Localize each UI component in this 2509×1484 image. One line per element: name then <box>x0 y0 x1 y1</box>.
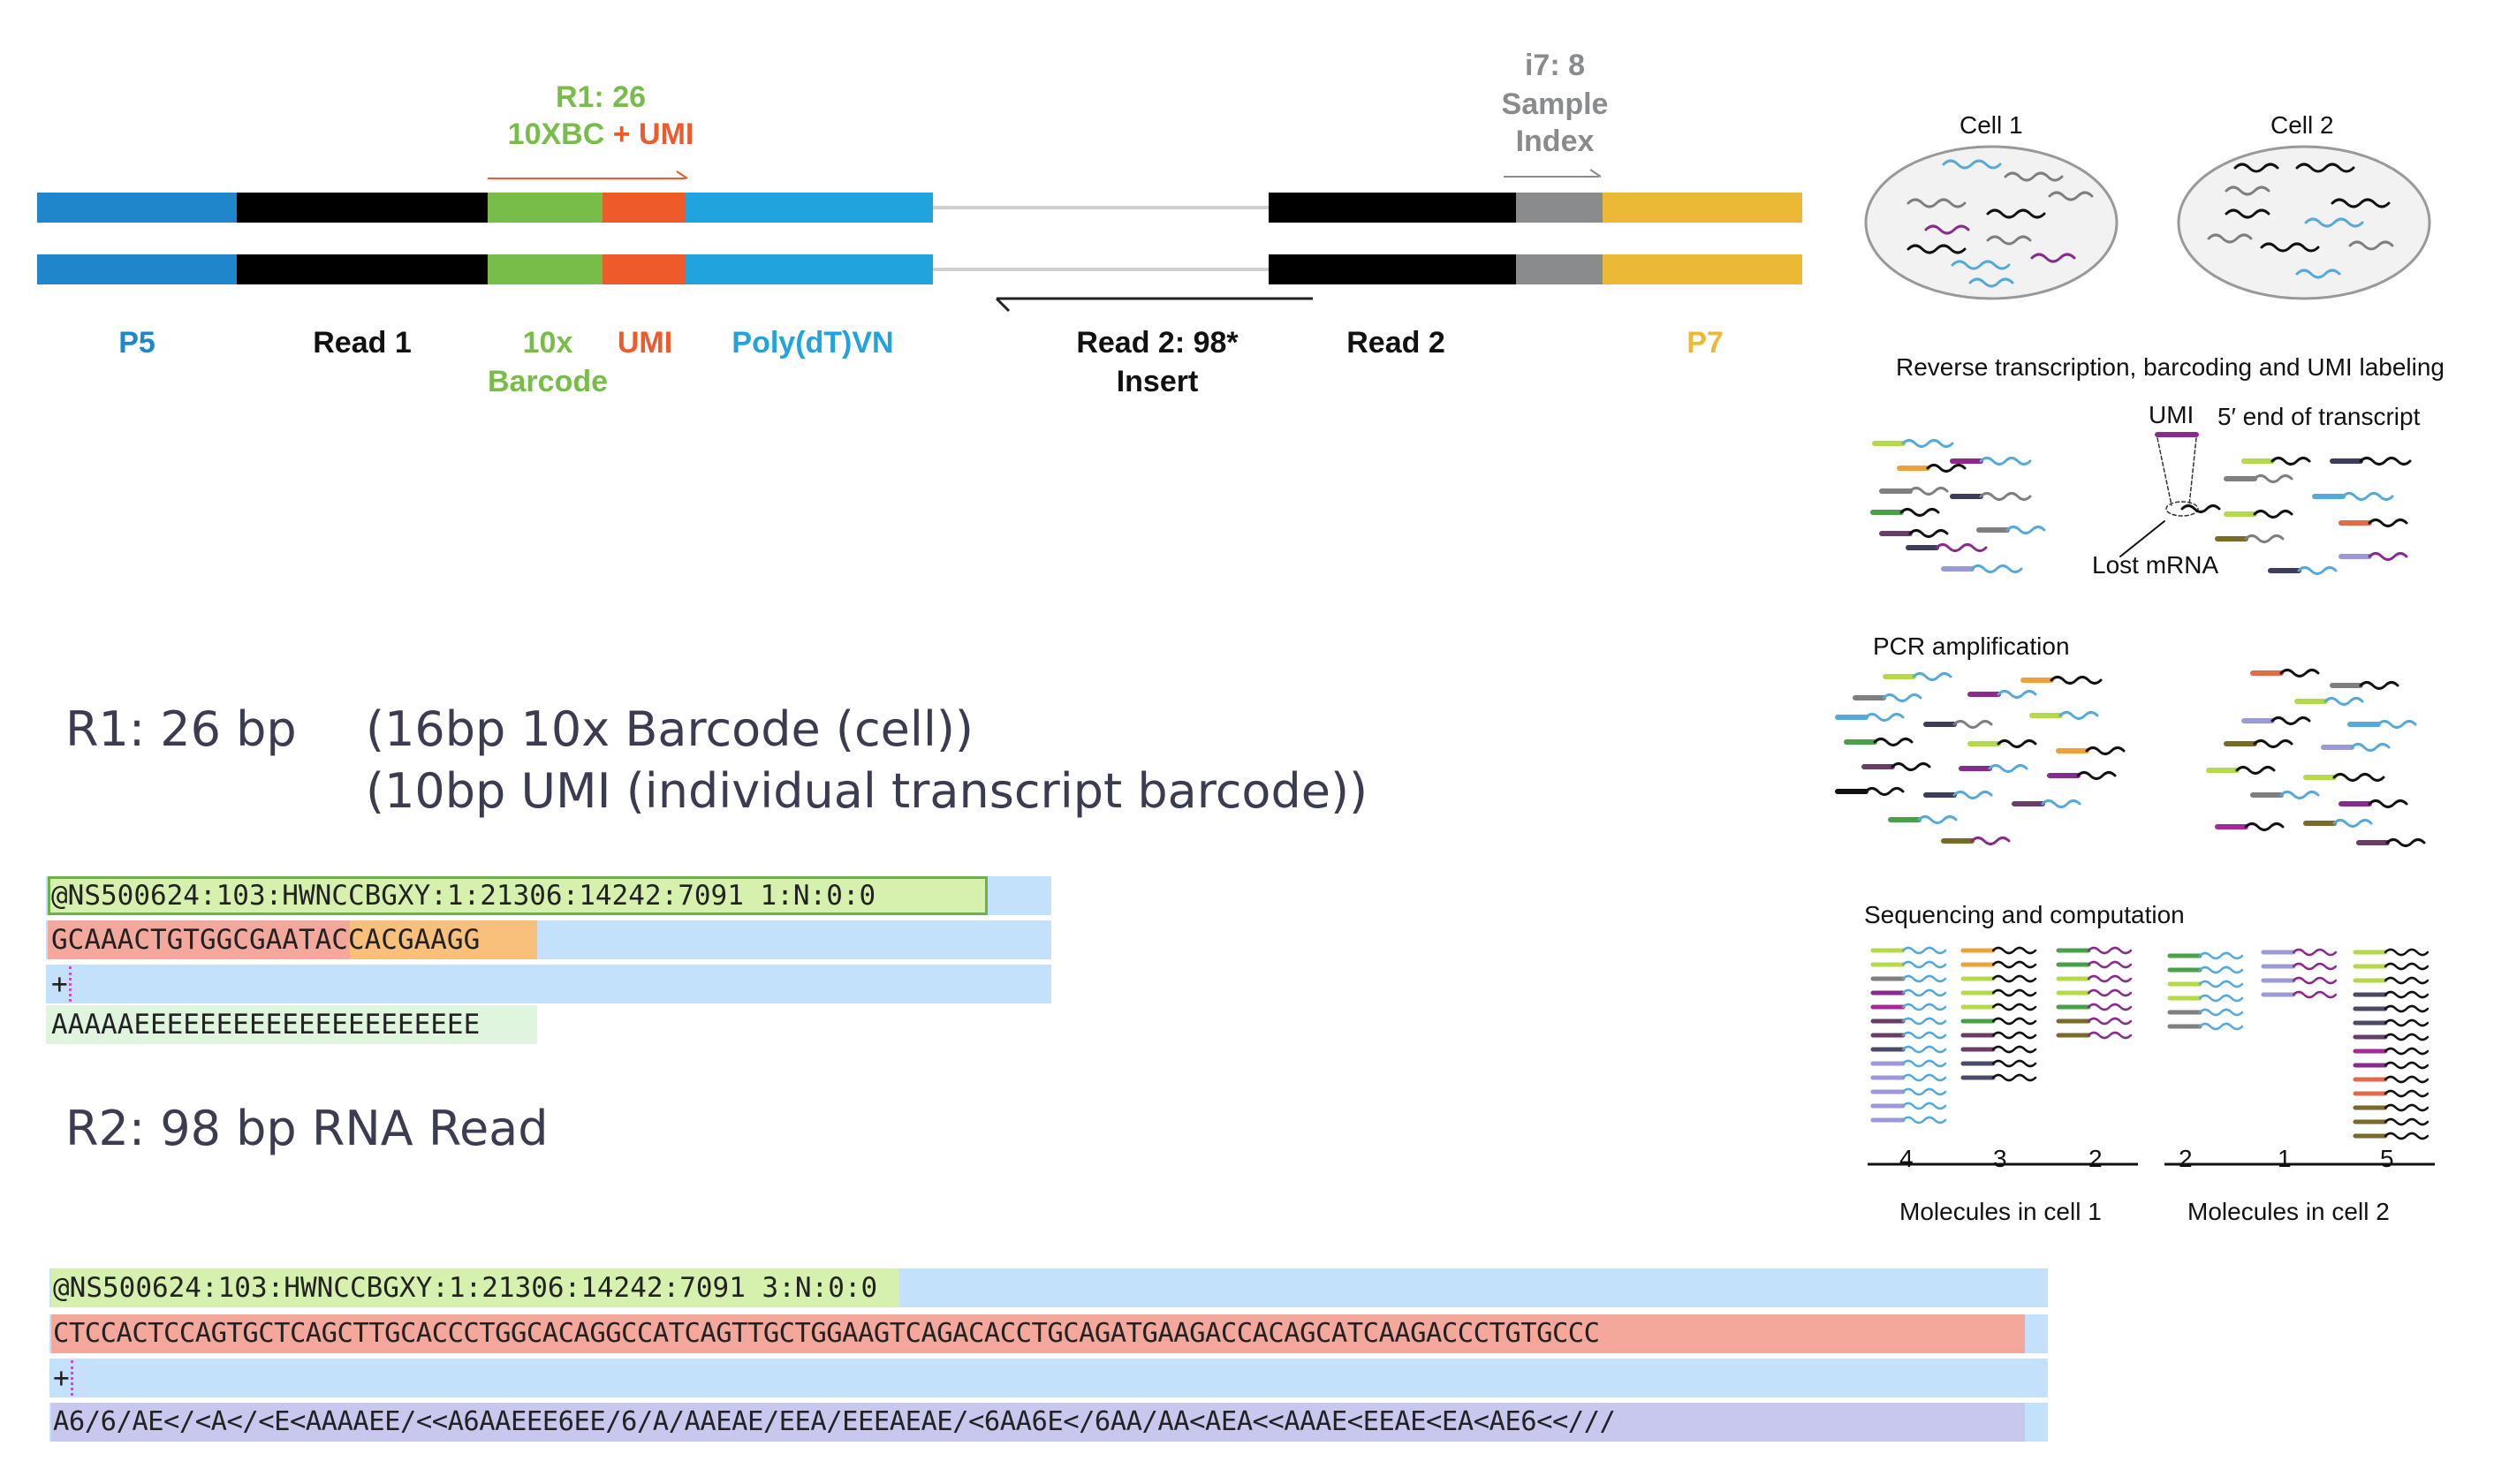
r1-barcode-part: 10XBC <box>507 117 605 151</box>
r2-header-highlight <box>51 1268 899 1307</box>
r1-content-label: 10XBC + UMI <box>459 115 742 154</box>
r2-qual-highlight <box>51 1403 2025 1442</box>
r2-sequence: CTCCACTCCAGTGCTCAGCTTGCACCCTGGCACAGGCCAT… <box>53 1318 1600 1349</box>
five-prime-annotation: 5′ end of transcript <box>2217 403 2421 430</box>
cell2-count-a: 2 <box>2179 1145 2193 1172</box>
cell1-col-b <box>1960 946 2037 1082</box>
insert-line-top <box>933 206 1269 209</box>
lost-mrna-annotation: Lost mRNA <box>2092 551 2219 579</box>
insert-label: Insert <box>1116 365 1199 398</box>
p5-segment-bottom <box>37 254 237 284</box>
index-segment-top <box>1516 193 1603 223</box>
r1-description-line2: (10bp UMI (individual transcript barcode… <box>366 763 1368 819</box>
umi-segment-bottom <box>603 254 686 284</box>
r1-cursor-mark <box>69 966 72 1002</box>
read1-segment-bottom <box>237 254 488 284</box>
p7-label: P7 <box>1687 326 1724 360</box>
barcode-label-top: 10x <box>522 326 573 360</box>
read2-direction-arrow <box>995 297 1313 313</box>
barcode-segment-bottom <box>488 254 603 284</box>
polydt-segment-top <box>686 193 933 223</box>
i7-direction-arrow <box>1504 169 1602 178</box>
r1-umi-highlight <box>350 920 537 959</box>
i7-length-label: i7: 8 <box>1524 49 1586 82</box>
cell1-label: Cell 1 <box>1959 111 2023 139</box>
p7-segment-bottom <box>1603 254 1802 284</box>
r1-umi-part: + UMI <box>604 117 694 151</box>
step1-label: Reverse transcription, barcoding and UMI… <box>1896 353 2445 381</box>
i7-sample-label: Sample <box>1501 87 1609 121</box>
step3-label: Sequencing and computation <box>1864 901 2185 928</box>
read2-segment-top <box>1269 193 1516 223</box>
r1-umi-seq: ACCACGAAGG <box>315 924 481 956</box>
read1-segment-top <box>237 193 488 223</box>
barcode-segment-top <box>488 193 603 223</box>
r1-length-label: R1: 26 <box>555 80 647 114</box>
p5-label: P5 <box>118 326 155 360</box>
cell2-col-b <box>2261 948 2338 999</box>
barcoding-illustration <box>1870 432 2412 575</box>
polydt-label: Poly(dT)VN <box>731 326 894 360</box>
umi-annotation: UMI <box>2149 401 2194 428</box>
i7-index-label: Index <box>1515 125 1595 158</box>
r2-seq-highlight <box>51 1314 2025 1353</box>
read2-segment-bottom <box>1269 254 1516 284</box>
insert-line-bottom <box>933 268 1269 271</box>
r2-header-flags: 3:N:0:0 <box>745 1272 878 1304</box>
cells-illustration <box>1864 145 2431 300</box>
r2-title: R2: 98 bp RNA Read <box>65 1101 549 1156</box>
read1-label: Read 1 <box>313 326 412 360</box>
barcode-label-bottom: Barcode <box>487 365 609 398</box>
r1-header-text: @NS500624:103:HWNCCBGXY:1:21306:14242:70… <box>51 880 876 912</box>
pcr-illustration <box>1835 669 2426 847</box>
r2-plus-bg <box>49 1359 2048 1397</box>
umi-segment-top <box>603 193 686 223</box>
r2-cursor-mark <box>71 1360 73 1396</box>
p5-segment-top <box>37 193 237 223</box>
molecules-cell2-label: Molecules in cell 2 <box>2187 1198 2390 1225</box>
r1-description-line1: (16bp 10x Barcode (cell)) <box>366 701 974 757</box>
read2-label: Read 2 <box>1346 326 1445 360</box>
r1-sequence: GCAAACTGTGGCGAATACCACGAAGG <box>51 920 480 959</box>
r1-barcode-highlight <box>48 920 350 959</box>
r2-header-text: @NS500624:103:HWNCCBGXY:1:21306:14242:70… <box>53 1268 877 1307</box>
umi-label: UMI <box>617 326 673 360</box>
read2-insert-label: Read 2: 98* <box>1076 326 1239 360</box>
p7-segment-top <box>1603 193 1802 223</box>
r2-header-id: @NS500624:103:HWNCCBGXY:1:21306:14242:70… <box>53 1272 746 1304</box>
cell1-count-c: 2 <box>2088 1145 2103 1172</box>
r1-plus: + <box>51 968 68 1000</box>
r1-direction-arrow <box>488 170 688 179</box>
r1-header-highlight <box>48 876 988 915</box>
r1-plus-bg <box>46 965 1051 1003</box>
cell2-col-c <box>2353 948 2429 1140</box>
cell2-count-b: 1 <box>2278 1145 2292 1172</box>
cell1-col-a <box>1870 946 1947 1124</box>
molecules-cell1-label: Molecules in cell 1 <box>1899 1198 2102 1225</box>
polydt-segment-bottom <box>686 254 933 284</box>
r1-quality: AAAAAEEEEEEEEEEEEEEEEEEEEE <box>51 1009 481 1041</box>
sequencing-illustration <box>1868 946 2435 1166</box>
cell1-count-a: 4 <box>1899 1145 1914 1172</box>
r2-plus: + <box>53 1362 70 1394</box>
r2-quality: A6/6/AE</<A</<E<AAAAEE/<<A6AAEEE6EE/6/A/… <box>53 1406 1632 1437</box>
cell2-col-a <box>2167 951 2244 1031</box>
cell1-col-c <box>2056 946 2133 1040</box>
cell2-label: Cell 2 <box>2270 111 2334 139</box>
r1-qual-highlight <box>46 1005 537 1044</box>
r1-title: R1: 26 bp <box>65 701 297 757</box>
r1-barcode-seq: GCAAACTGTGGCGAAT <box>51 924 315 956</box>
cell1-count-b: 3 <box>1993 1145 2007 1172</box>
index-segment-bottom <box>1516 254 1603 284</box>
step2-label: PCR amplification <box>1873 632 2070 660</box>
cell2-count-c: 5 <box>2380 1145 2394 1172</box>
